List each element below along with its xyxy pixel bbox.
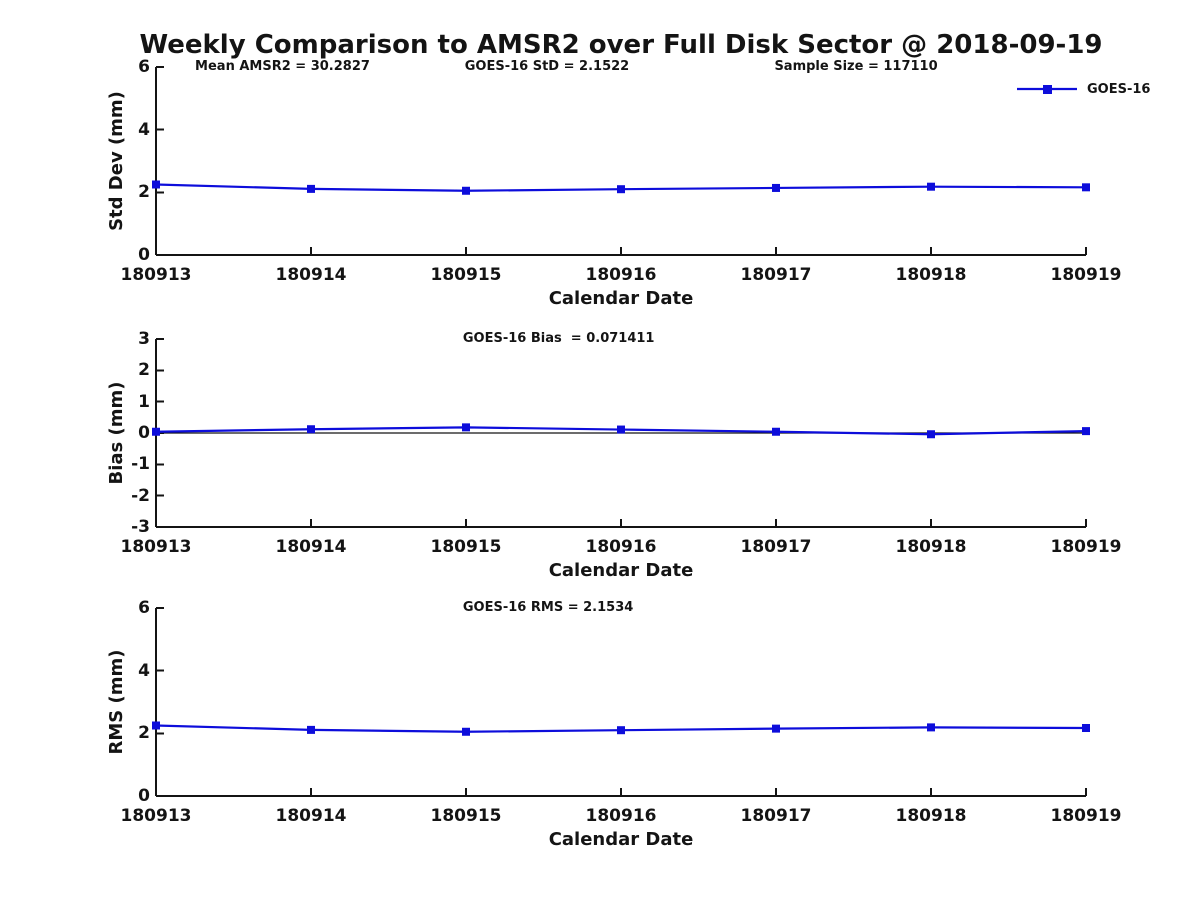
chart-title: Weekly Comparison to AMSR2 over Full Dis… xyxy=(139,30,1103,60)
data-point-marker xyxy=(1082,724,1090,733)
annotation: Sample Size = 117110 xyxy=(774,59,938,74)
annotation: GOES-16 RMS = 2.1534 xyxy=(462,600,634,615)
x-axis-label: Calendar Date xyxy=(548,288,694,309)
annotation: Mean AMSR2 = 30.2827 xyxy=(195,59,370,74)
data-point-marker xyxy=(152,427,160,436)
plot-area xyxy=(152,338,1090,528)
legend-line-sample xyxy=(1017,85,1077,94)
x-tick-label: 180915 xyxy=(430,537,502,557)
data-point-marker xyxy=(617,425,625,434)
data-point-marker xyxy=(1082,183,1090,192)
x-tick-label: 180918 xyxy=(895,806,967,826)
y-tick-label: 2 xyxy=(138,182,150,203)
data-point-marker xyxy=(462,727,470,736)
data-point-marker xyxy=(1082,427,1090,436)
data-point-marker xyxy=(617,185,625,194)
y-tick-label: 6 xyxy=(138,57,150,77)
x-tick-label: 180918 xyxy=(895,265,967,285)
plot-area xyxy=(152,607,1090,797)
x-axis-label: Calendar Date xyxy=(548,829,694,850)
x-tick-label: 180918 xyxy=(895,537,967,557)
x-tick-label: 180915 xyxy=(430,806,502,826)
legend: GOES-16 xyxy=(1016,81,1150,97)
x-tick-label: 180914 xyxy=(275,265,347,285)
data-point-marker xyxy=(152,180,160,189)
data-point-marker xyxy=(927,430,935,439)
y-tick-label: 0 xyxy=(138,423,150,443)
data-point-marker xyxy=(617,726,625,735)
y-tick-label: -3 xyxy=(131,517,150,537)
x-tick-label: 180919 xyxy=(1050,537,1122,557)
x-tick-label: 180915 xyxy=(430,265,502,285)
y-axis-label: Std Dev (mm) xyxy=(106,91,127,231)
annotation: GOES-16 StD = 2.1522 xyxy=(464,59,630,74)
y-tick-label: 6 xyxy=(138,598,150,618)
x-tick-label: 180917 xyxy=(740,806,812,826)
x-tick-label: 180914 xyxy=(275,537,347,557)
y-tick-label: 1 xyxy=(138,391,150,412)
x-tick-label: 180919 xyxy=(1050,265,1122,285)
annotation: GOES-16 Bias = 0.071411 xyxy=(462,331,655,346)
legend-marker xyxy=(1043,85,1052,94)
legend-label: GOES-16 xyxy=(1087,81,1151,97)
x-tick-label: 180916 xyxy=(585,806,657,826)
x-tick-label: 180917 xyxy=(740,265,812,285)
data-point-marker xyxy=(152,721,160,730)
data-point-marker xyxy=(772,183,780,192)
y-tick-label: -2 xyxy=(131,485,150,506)
data-point-marker xyxy=(772,724,780,733)
y-tick-label: 0 xyxy=(138,786,150,806)
y-tick-label: 2 xyxy=(138,360,150,381)
x-tick-label: 180919 xyxy=(1050,806,1122,826)
y-tick-label: 2 xyxy=(138,723,150,744)
data-point-marker xyxy=(462,423,470,432)
data-point-marker xyxy=(462,186,470,195)
x-tick-label: 180913 xyxy=(120,806,192,826)
x-tick-label: 180913 xyxy=(120,537,192,557)
y-tick-label: 0 xyxy=(138,245,150,265)
y-tick-label: 4 xyxy=(138,660,150,681)
x-tick-label: 180913 xyxy=(120,265,192,285)
y-tick-label: 3 xyxy=(138,329,150,349)
x-tick-label: 180917 xyxy=(740,537,812,557)
y-tick-label: -1 xyxy=(131,454,150,475)
data-point-marker xyxy=(927,723,935,732)
data-point-marker xyxy=(772,427,780,436)
data-point-marker xyxy=(307,725,315,734)
data-point-marker xyxy=(307,425,315,434)
data-point-marker xyxy=(307,184,315,193)
y-axis-label: RMS (mm) xyxy=(106,649,127,755)
data-point-marker xyxy=(927,182,935,191)
x-tick-label: 180916 xyxy=(585,265,657,285)
plot-area xyxy=(152,66,1090,256)
x-tick-label: 180914 xyxy=(275,806,347,826)
x-axis-label: Calendar Date xyxy=(548,560,694,581)
x-tick-label: 180916 xyxy=(585,537,657,557)
y-tick-label: 4 xyxy=(138,119,150,140)
